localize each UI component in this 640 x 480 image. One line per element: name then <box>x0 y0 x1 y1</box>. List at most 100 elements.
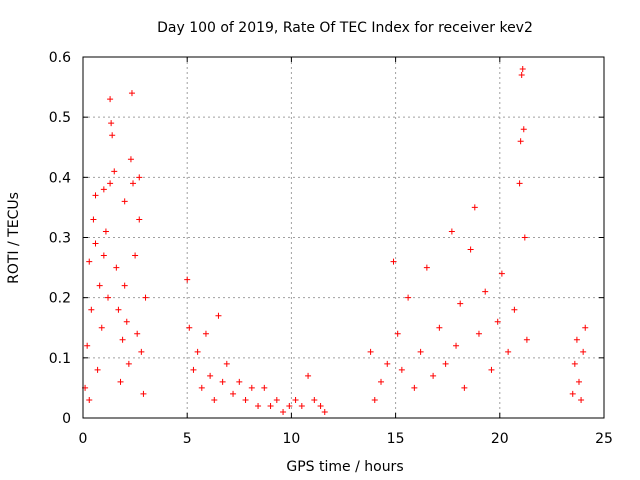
data-points <box>82 66 589 415</box>
chart-title: Day 100 of 2019, Rate Of TEC Index for r… <box>157 20 533 36</box>
y-tick-label: 0.2 <box>49 291 71 307</box>
data-point <box>569 390 576 397</box>
data-point <box>121 198 128 205</box>
data-point <box>417 348 424 355</box>
data-point <box>405 294 412 301</box>
data-point <box>102 228 109 235</box>
data-point <box>107 180 114 187</box>
data-point <box>384 360 391 367</box>
data-point <box>517 138 524 145</box>
y-tick-label: 0.3 <box>49 231 71 247</box>
data-point <box>128 90 135 97</box>
data-point <box>298 402 305 409</box>
data-point <box>211 396 218 403</box>
y-axis-label: ROTI / TECUs <box>6 192 22 284</box>
data-point <box>488 366 495 373</box>
data-point <box>575 378 582 385</box>
data-point <box>219 378 226 385</box>
x-tick-label: 15 <box>387 431 405 447</box>
data-point <box>578 396 585 403</box>
data-point <box>461 384 468 391</box>
data-point <box>138 348 145 355</box>
data-point <box>115 306 122 313</box>
data-point <box>267 402 274 409</box>
x-tick-label: 25 <box>595 431 613 447</box>
data-point <box>123 318 130 325</box>
data-point <box>125 360 132 367</box>
data-point <box>190 366 197 373</box>
data-point <box>436 324 443 331</box>
data-point <box>86 396 93 403</box>
data-point <box>516 180 523 187</box>
data-point <box>86 258 93 265</box>
data-point <box>223 360 230 367</box>
data-point <box>119 336 126 343</box>
x-tick-label: 20 <box>491 431 509 447</box>
data-point <box>305 372 312 379</box>
data-point <box>261 384 268 391</box>
data-point <box>202 330 209 337</box>
data-point <box>100 186 107 193</box>
data-point <box>286 402 293 409</box>
data-point <box>108 120 115 127</box>
data-point <box>398 366 405 373</box>
data-point <box>378 378 385 385</box>
x-tick-label: 10 <box>282 431 300 447</box>
data-point <box>457 300 464 307</box>
data-point <box>140 390 147 397</box>
data-point <box>573 336 580 343</box>
y-tick-label: 0.5 <box>49 110 71 126</box>
data-point <box>84 342 91 349</box>
y-tick-label: 0.1 <box>49 351 71 367</box>
data-point <box>117 378 124 385</box>
data-point <box>109 132 116 139</box>
data-point <box>111 168 118 175</box>
data-point <box>523 336 530 343</box>
data-point <box>482 288 489 295</box>
data-point <box>442 360 449 367</box>
data-point <box>471 204 478 211</box>
data-point <box>134 330 141 337</box>
data-point <box>411 384 418 391</box>
data-point <box>113 264 120 271</box>
data-point <box>475 330 482 337</box>
data-point <box>92 240 99 247</box>
data-point <box>92 192 99 199</box>
data-point <box>136 174 143 181</box>
data-point <box>96 282 103 289</box>
data-point <box>198 384 205 391</box>
data-point <box>448 228 455 235</box>
data-point <box>255 402 262 409</box>
data-point <box>521 234 528 241</box>
data-point <box>100 252 107 259</box>
data-point <box>518 72 525 79</box>
data-point <box>236 378 243 385</box>
axis-ticks: 0 5 10 15 20 25 0 0.1 0.2 0.3 0.4 0.5 0.6 <box>49 50 613 447</box>
data-point <box>321 408 328 415</box>
data-point <box>430 372 437 379</box>
data-point <box>371 396 378 403</box>
data-point <box>580 348 587 355</box>
data-point <box>317 402 324 409</box>
data-point <box>98 324 105 331</box>
data-point <box>248 384 255 391</box>
y-tick-label: 0 <box>62 411 71 427</box>
data-point <box>519 66 526 73</box>
data-point <box>520 126 527 133</box>
data-point <box>184 276 191 283</box>
data-point <box>90 216 97 223</box>
data-point <box>142 294 149 301</box>
data-point <box>292 396 299 403</box>
data-point <box>505 348 512 355</box>
data-point <box>132 252 139 259</box>
data-point <box>367 348 374 355</box>
x-tick-label: 5 <box>183 431 192 447</box>
data-point <box>107 96 114 103</box>
data-point <box>186 324 193 331</box>
data-point <box>121 282 128 289</box>
data-point <box>453 342 460 349</box>
data-point <box>194 348 201 355</box>
data-point <box>423 264 430 271</box>
